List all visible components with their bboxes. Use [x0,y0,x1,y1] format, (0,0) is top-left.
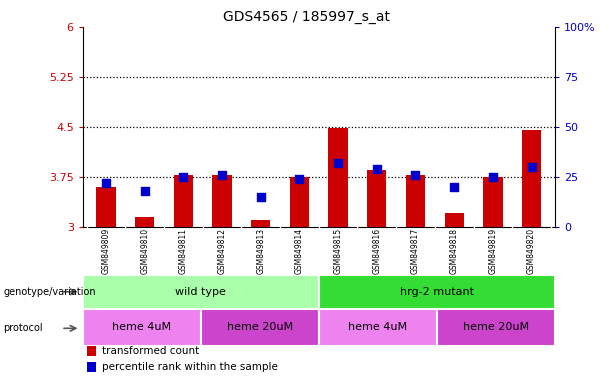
Text: wild type: wild type [175,287,226,297]
Bar [96,187,116,227]
Text: hrg-2 mutant: hrg-2 mutant [400,287,474,297]
Text: percentile rank within the sample: percentile rank within the sample [102,362,278,372]
Point [527,164,536,170]
Text: heme 20uM: heme 20uM [463,322,529,333]
Text: GSM849810: GSM849810 [140,227,149,274]
Point [411,172,421,178]
Text: GSM849819: GSM849819 [489,227,497,274]
Point [140,187,150,194]
Bar [290,177,309,227]
Text: GSM849816: GSM849816 [372,227,381,274]
Bar [83,275,319,309]
Text: GSM849817: GSM849817 [411,227,420,274]
Text: GSM849812: GSM849812 [218,228,227,273]
Text: GSM849811: GSM849811 [179,228,188,273]
Bar [212,175,232,227]
Text: transformed count: transformed count [102,346,199,356]
Bar [319,309,436,346]
Bar [329,128,348,227]
Point [449,184,459,190]
Bar [483,177,503,227]
Text: GSM849815: GSM849815 [333,227,343,274]
Bar [251,220,270,227]
Text: GSM849809: GSM849809 [102,227,110,274]
Text: heme 4uM: heme 4uM [348,322,407,333]
Bar [88,346,96,356]
Text: genotype/variation: genotype/variation [3,287,96,297]
Point [178,174,188,180]
Text: GSM849820: GSM849820 [527,227,536,274]
Text: protocol: protocol [3,323,43,333]
Text: GSM849818: GSM849818 [450,228,459,273]
Bar [319,275,555,309]
Bar [367,170,386,227]
Text: GSM849814: GSM849814 [295,227,304,274]
Bar [522,130,541,227]
Point [256,194,265,200]
Text: heme 20uM: heme 20uM [227,322,293,333]
Bar [201,309,319,346]
Point [217,172,227,178]
Point [294,175,304,182]
Bar [444,213,464,227]
Text: GDS4565 / 185997_s_at: GDS4565 / 185997_s_at [223,10,390,23]
Bar [135,217,154,227]
Bar [406,175,425,227]
Bar [173,175,193,227]
Point [101,180,111,186]
Point [372,166,382,172]
Bar [436,309,555,346]
Bar [88,362,96,372]
Bar [83,309,201,346]
Text: heme 4uM: heme 4uM [112,322,171,333]
Point [333,160,343,166]
Point [488,174,498,180]
Text: GSM849813: GSM849813 [256,227,265,274]
